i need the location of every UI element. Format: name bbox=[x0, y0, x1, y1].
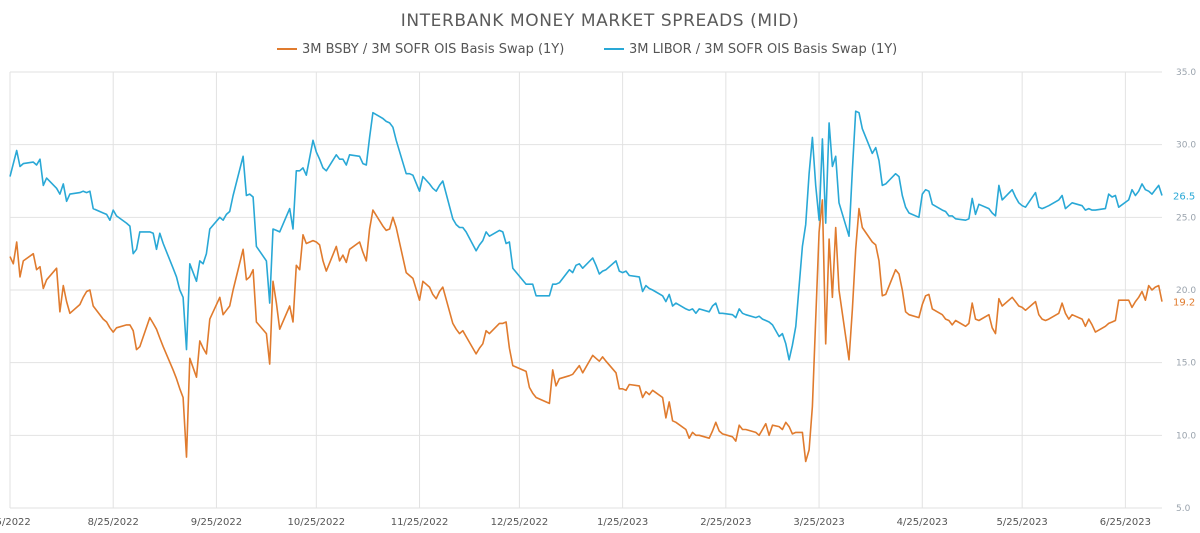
x-tick-label: 2/25/2023 bbox=[700, 517, 751, 528]
y-tick-label: 20.0 bbox=[1176, 286, 1196, 296]
x-axis: 25/2022 8/25/2022 9/25/2022 10/25/2022 11/25… bbox=[0, 517, 1151, 528]
x-tick-label: 4/25/2023 bbox=[897, 517, 948, 528]
series-end-label: 26.5 bbox=[1173, 192, 1195, 203]
legend-label-libor: 3M LIBOR / 3M SOFR OIS Basis Swap (1Y) bbox=[629, 42, 897, 57]
chart-title: INTERBANK MONEY MARKET SPREADS (MID) bbox=[401, 11, 799, 31]
legend-item-libor[interactable]: 3M LIBOR / 3M SOFR OIS Basis Swap (1Y) bbox=[604, 42, 897, 57]
x-tick-label: 11/25/2022 bbox=[391, 517, 449, 528]
end-labels: 19.2 26.5 bbox=[1173, 192, 1195, 309]
x-tick-label: 1/25/2023 bbox=[597, 517, 648, 528]
x-tick-label: 5/25/2023 bbox=[997, 517, 1048, 528]
legend-item-bsby[interactable]: 3M BSBY / 3M SOFR OIS Basis Swap (1Y) bbox=[277, 42, 564, 57]
series-end-label: 19.2 bbox=[1173, 298, 1195, 309]
bsby-series-line bbox=[9, 199, 1163, 463]
x-tick-label: 3/25/2023 bbox=[793, 517, 844, 528]
y-tick-label: 30.0 bbox=[1176, 141, 1196, 151]
y-tick-label: 5.0 bbox=[1176, 504, 1191, 514]
y-tick-label: 25.0 bbox=[1176, 213, 1196, 223]
series-lines bbox=[9, 110, 1163, 463]
x-tick-label: 25/2022 bbox=[0, 517, 31, 528]
y-axis: 5.0 10.0 15.0 20.0 25.0 30.0 35.0 bbox=[1176, 68, 1196, 514]
x-tick-label: 8/25/2022 bbox=[88, 517, 139, 528]
grid bbox=[9, 71, 1162, 509]
x-tick-label: 9/25/2022 bbox=[191, 517, 242, 528]
x-tick-label: 6/25/2023 bbox=[1100, 517, 1151, 528]
x-tick-label: 10/25/2022 bbox=[287, 517, 345, 528]
y-tick-label: 10.0 bbox=[1176, 431, 1196, 441]
x-tick-label: 12/25/2022 bbox=[491, 517, 549, 528]
y-tick-label: 35.0 bbox=[1176, 68, 1196, 78]
legend-label-bsby: 3M BSBY / 3M SOFR OIS Basis Swap (1Y) bbox=[302, 42, 564, 57]
legend: 3M BSBY / 3M SOFR OIS Basis Swap (1Y) 3M… bbox=[277, 42, 897, 57]
y-tick-label: 15.0 bbox=[1176, 359, 1196, 369]
libor-series-line bbox=[9, 110, 1163, 361]
